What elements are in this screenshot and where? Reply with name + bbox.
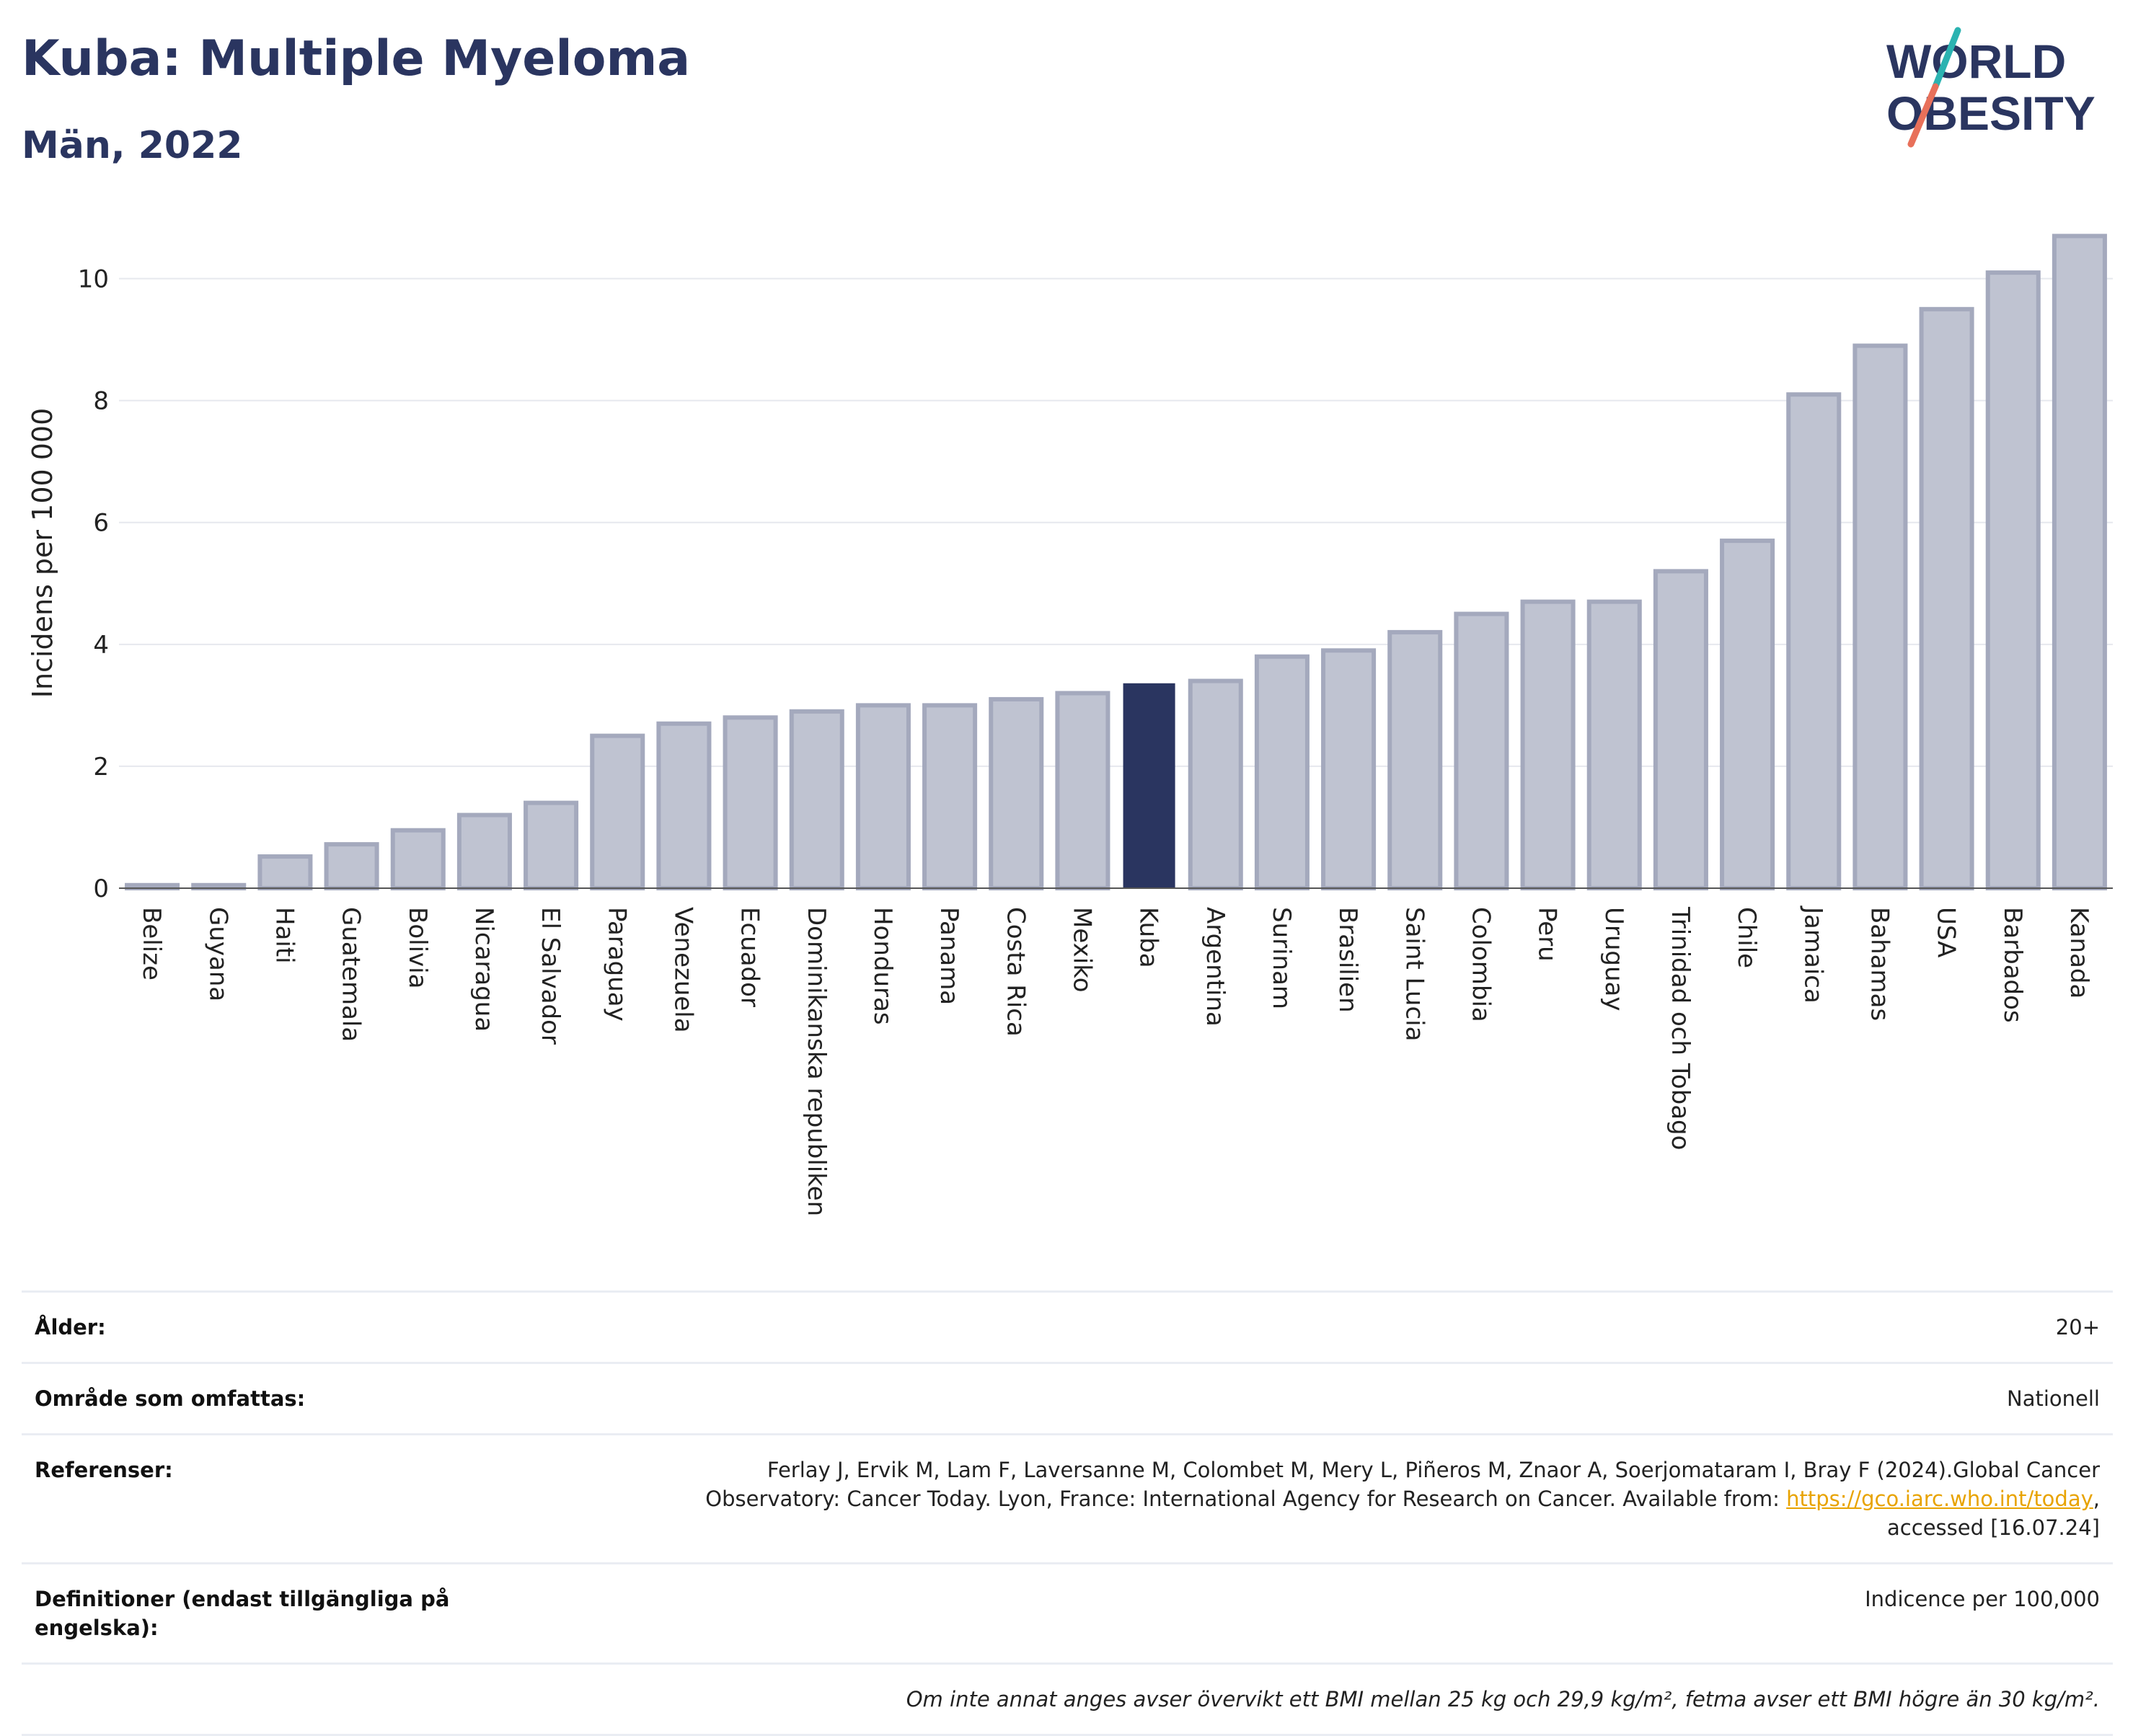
meta-row-references: Referenser: Ferlay J, Ervik M, Lam F, La… bbox=[22, 1433, 2113, 1562]
x-tick-label: Paraguay bbox=[602, 907, 631, 1022]
bar-kuba bbox=[1123, 683, 1175, 889]
meta-row-definitions: Definitioner (endast tillgängliga på eng… bbox=[22, 1562, 2113, 1662]
bar-surinam bbox=[1254, 654, 1310, 891]
bar-barbados bbox=[1985, 270, 2041, 891]
bar-costa-rica bbox=[989, 696, 1044, 891]
x-tick-label: Guatemala bbox=[337, 907, 366, 1042]
bar-el-salvador bbox=[524, 800, 579, 890]
bar-nicaragua bbox=[456, 812, 512, 890]
bar-haiti bbox=[257, 854, 313, 891]
bar-honduras bbox=[855, 703, 911, 891]
age-value: 20+ bbox=[2055, 1315, 2100, 1339]
x-tick-label: Colombia bbox=[1466, 907, 1495, 1022]
world-obesity-logo: WORLD OBESITY bbox=[1886, 27, 2096, 148]
x-tick-label: Peru bbox=[1533, 907, 1562, 962]
bar-uruguay bbox=[1586, 599, 1642, 890]
bar-guatemala bbox=[324, 842, 379, 891]
bar-dominikanska-republiken bbox=[789, 709, 844, 890]
definitions-label: Definitioner (endast tillgängliga på eng… bbox=[35, 1587, 450, 1640]
meta-row-age: Ålder: 20+ bbox=[22, 1290, 2113, 1362]
metadata-table: Ålder: 20+ Område som omfattas: Nationel… bbox=[22, 1290, 2113, 1736]
references-label: Referenser: bbox=[35, 1458, 173, 1482]
meta-row-area: Område som omfattas: Nationell bbox=[22, 1362, 2113, 1433]
y-axis-label: Incidens per 100 000 bbox=[27, 408, 58, 699]
x-tick-label: Venezuela bbox=[668, 907, 697, 1033]
bar-usa bbox=[1919, 306, 1974, 890]
chart-title: Kuba: Multiple Myeloma bbox=[22, 30, 691, 87]
y-tick-label: 6 bbox=[93, 509, 109, 538]
logo-slash-teal bbox=[1932, 27, 1961, 90]
x-tick-label: Trinidad och Tobago bbox=[1666, 906, 1695, 1150]
x-tick-label: Argentina bbox=[1201, 907, 1229, 1027]
reference-link[interactable]: https://gco.iarc.who.int/today bbox=[1786, 1487, 2093, 1511]
y-tick-label: 8 bbox=[93, 387, 109, 416]
bar-trinidad-och-tobago bbox=[1653, 569, 1708, 890]
y-tick-label: 4 bbox=[93, 631, 109, 660]
x-tick-label: Kanada bbox=[2064, 907, 2093, 998]
bar-chile bbox=[1720, 539, 1775, 890]
x-tick-label: Surinam bbox=[1267, 907, 1296, 1009]
area-label: Område som omfattas: bbox=[35, 1386, 306, 1411]
bar-jamaica bbox=[1786, 392, 1842, 890]
x-tick-label: Chile bbox=[1732, 907, 1761, 968]
bar-saint-lucia bbox=[1387, 629, 1443, 891]
bar-argentina bbox=[1188, 678, 1243, 891]
x-tick-label: Brasilien bbox=[1333, 907, 1362, 1013]
bars bbox=[125, 234, 2107, 891]
x-tick-label: Barbados bbox=[1998, 907, 2027, 1023]
x-tick-label: Kuba bbox=[1134, 907, 1163, 968]
x-axis-labels: Belize Guyana Haiti Guatemala Bolivia Nicarag… bbox=[137, 905, 2093, 1216]
x-tick-label: Bolivia bbox=[403, 907, 432, 988]
bar-brasilien bbox=[1321, 648, 1377, 890]
reference-text-1: Ferlay J, Ervik M, Lam F, Laversanne M, … bbox=[767, 1458, 2100, 1482]
meta-row-note: Om inte annat anges avser övervikt ett B… bbox=[22, 1662, 2113, 1736]
x-tick-label: Saint Lucia bbox=[1400, 907, 1428, 1041]
bar-chart: 0 2 4 6 8 10 Belize Guyana Haiti Guatemala Bolivi… bbox=[27, 234, 2113, 1216]
logo-slash-coral bbox=[1907, 83, 1939, 148]
bar-panama bbox=[922, 703, 978, 891]
x-tick-label: El Salvador bbox=[536, 907, 565, 1045]
bar-peru bbox=[1520, 599, 1576, 890]
logo-line1: WORLD bbox=[1886, 35, 2066, 88]
bar-paraguay bbox=[590, 733, 645, 890]
x-tick-label: Costa Rica bbox=[1001, 907, 1030, 1037]
y-tick-label: 0 bbox=[93, 874, 109, 903]
bar-ecuador bbox=[723, 715, 778, 890]
reference-accessed: accessed [16.07.24] bbox=[1887, 1515, 2100, 1540]
x-tick-label: Bahamas bbox=[1865, 907, 1894, 1021]
bar-bolivia bbox=[390, 828, 446, 890]
area-value: Nationell bbox=[2007, 1386, 2100, 1411]
age-label: Ålder: bbox=[35, 1315, 106, 1339]
x-tick-label: Dominikanska republiken bbox=[802, 907, 831, 1216]
bar-colombia bbox=[1454, 611, 1509, 891]
x-tick-label: Belize bbox=[137, 907, 166, 980]
reference-text-3: , bbox=[2093, 1487, 2100, 1511]
x-tick-label: Nicaragua bbox=[469, 907, 498, 1032]
chart-subtitle: Män, 2022 bbox=[22, 124, 243, 167]
reference-text-2: Observatory: Cancer Today. Lyon, France:… bbox=[705, 1487, 1787, 1511]
bar-kanada bbox=[2052, 234, 2107, 890]
bar-venezuela bbox=[656, 721, 712, 891]
x-tick-label: Uruguay bbox=[1599, 907, 1628, 1011]
references-value: Ferlay J, Ervik M, Lam F, Laversanne M, … bbox=[496, 1456, 2100, 1542]
x-tick-label: Mexiko bbox=[1067, 907, 1096, 993]
y-tick-label: 10 bbox=[78, 265, 109, 294]
bar-mexiko bbox=[1055, 691, 1110, 890]
x-tick-label: USA bbox=[1932, 907, 1961, 957]
x-tick-label: Guyana bbox=[203, 907, 232, 1001]
x-tick-label: Panama bbox=[935, 907, 963, 1005]
bmi-note: Om inte annat anges avser övervikt ett B… bbox=[906, 1687, 2100, 1711]
x-tick-label: Jamaica bbox=[1798, 905, 1827, 1004]
bar-bahamas bbox=[1852, 343, 1908, 890]
y-tick-label: 2 bbox=[93, 753, 109, 781]
x-tick-label: Haiti bbox=[270, 907, 299, 964]
x-tick-label: Honduras bbox=[868, 907, 897, 1025]
y-axis-ticks: 0 2 4 6 8 10 bbox=[78, 265, 109, 903]
x-tick-label: Ecuador bbox=[736, 907, 764, 1007]
definitions-value: Indicence per 100,000 bbox=[1865, 1587, 2100, 1611]
